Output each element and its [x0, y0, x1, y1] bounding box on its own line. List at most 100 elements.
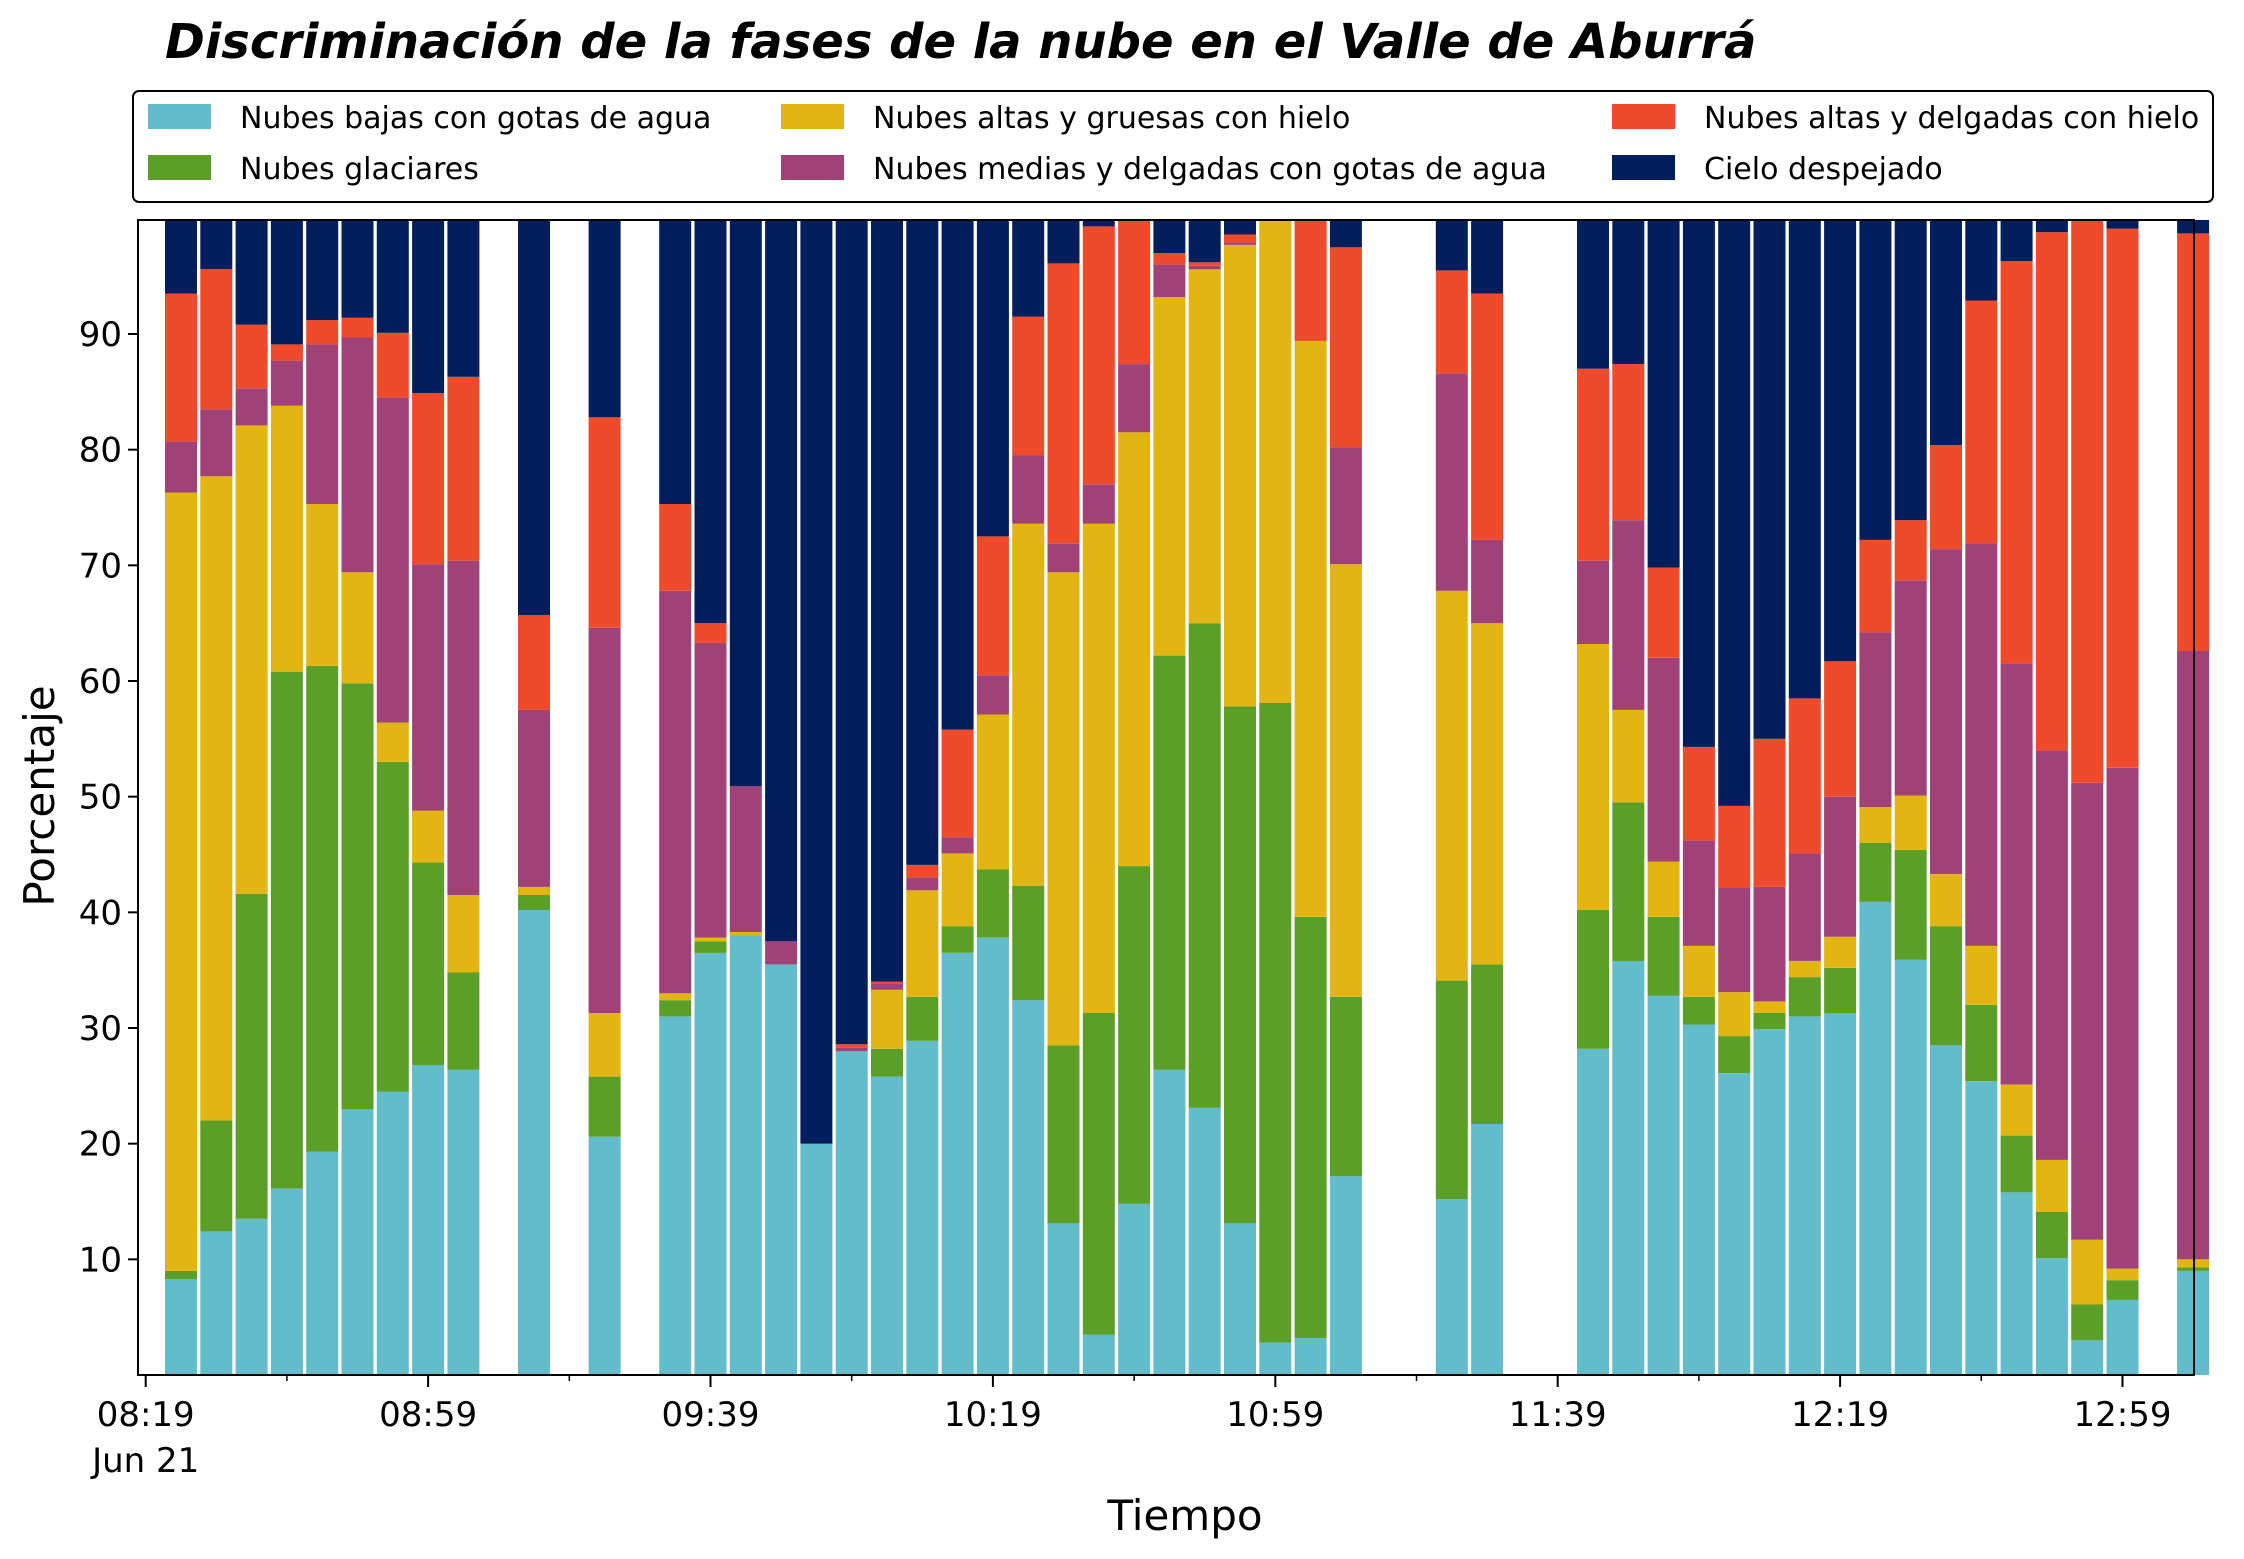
- legend-label-medias: Nubes medias y delgadas con gotas de agu…: [873, 152, 1547, 187]
- bar-segment-medias: [1965, 543, 1998, 946]
- bar-segment-altas_delgadas: [1577, 368, 1609, 561]
- bar-segment-bajas: [976, 937, 1009, 1375]
- bar-segment-despejado: [270, 220, 303, 345]
- bar-segment-altas_gruesas: [1612, 709, 1645, 803]
- bar-segment-bajas: [588, 1136, 621, 1375]
- bar-segment-medias: [2071, 782, 2104, 1240]
- bar-segment-altas_delgadas: [235, 324, 268, 389]
- bar-segment-bajas: [1047, 1223, 1080, 1375]
- bar-segment-despejado: [1329, 220, 1362, 248]
- bar-segment-altas_delgadas: [200, 269, 233, 410]
- bar-segment-despejado: [1788, 220, 1821, 699]
- bar-segment-medias: [306, 344, 339, 504]
- bar-segment-altas_delgadas: [941, 729, 974, 838]
- bar-segment-bajas: [906, 1040, 939, 1375]
- bar-segment-glaciares: [1930, 926, 1962, 1046]
- bar-segment-glaciares: [1894, 849, 1927, 960]
- x-tick-label: 08:59: [379, 1395, 477, 1435]
- bar-segment-altas_gruesas: [1930, 874, 1962, 927]
- bar-segment-bajas: [2035, 1258, 2068, 1375]
- bar-segment-despejado: [447, 220, 480, 377]
- bar-segment-despejado: [1824, 220, 1857, 662]
- bar-segment-medias: [588, 627, 621, 1013]
- bar-segment-bajas: [1930, 1045, 1962, 1375]
- legend-frame: [132, 90, 2214, 203]
- bar-segment-medias: [1859, 632, 1892, 808]
- bar-segment-medias: [1612, 520, 1645, 710]
- bar-segment-bajas: [1859, 901, 1892, 1375]
- bar-segment-despejado: [1577, 220, 1609, 369]
- bar-segment-bajas: [835, 1051, 868, 1375]
- bar-segment-glaciares: [1753, 1013, 1786, 1030]
- bar-segment-glaciares: [1435, 980, 1468, 1200]
- bar-segment-bajas: [1965, 1081, 1998, 1375]
- legend-label-glaciares: Nubes glaciares: [240, 152, 479, 187]
- bar-segment-bajas: [1188, 1107, 1221, 1375]
- bar-segment-bajas: [1224, 1223, 1256, 1375]
- bar-segment-altas_gruesas: [1577, 644, 1609, 910]
- x-tick-label: 09:39: [662, 1395, 760, 1435]
- bar-segment-bajas: [1012, 1000, 1045, 1375]
- bar-segment-altas_delgadas: [1224, 234, 1256, 243]
- bar-segment-bajas: [1824, 1013, 1857, 1375]
- bar-segment-despejado: [1153, 220, 1186, 253]
- bar-segment-glaciares: [2035, 1211, 2068, 1259]
- bar-segment-medias: [1682, 840, 1715, 946]
- bar-segment-glaciares: [412, 862, 445, 1065]
- bar-segment-glaciares: [1577, 910, 1609, 1049]
- bar-segment-altas_gruesas: [1012, 523, 1045, 886]
- bar-segment-altas_delgadas: [1435, 270, 1468, 374]
- bar-segment-glaciares: [588, 1076, 621, 1137]
- bar-segment-medias: [2035, 750, 2068, 1160]
- bar-segment-despejado: [941, 220, 974, 730]
- bar-segment-altas_delgadas: [412, 393, 445, 565]
- bar-segment-altas_gruesas: [1047, 572, 1080, 1046]
- legend-swatch-despejado: [1612, 155, 1675, 180]
- bar-segment-despejado: [1082, 220, 1115, 227]
- bar-segment-bajas: [1259, 1342, 1292, 1375]
- bar-segment-altas_delgadas: [1047, 263, 1080, 544]
- bar-segment-medias: [694, 642, 727, 938]
- bar-segment-bajas: [376, 1091, 409, 1375]
- bar-segment-bajas: [1682, 1024, 1715, 1375]
- y-axis: 10 20 30 40 50 60 70 80 90: [79, 315, 138, 1280]
- bar-segment-glaciares: [200, 1120, 233, 1232]
- legend: Nubes bajas con gotas de agua Nubes altas…: [132, 90, 2214, 203]
- bar-segment-bajas: [341, 1109, 374, 1375]
- bar-segment-despejado: [729, 220, 762, 787]
- bar-segment-altas_delgadas: [1188, 262, 1221, 266]
- bar-segment-bajas: [1894, 959, 1927, 1375]
- x-tick-label: 10:59: [1226, 1395, 1324, 1435]
- bar-segment-despejado: [1188, 220, 1221, 263]
- bar-segment-glaciares: [1471, 964, 1504, 1124]
- bar-segment-glaciares: [1224, 706, 1256, 1224]
- bar-segment-bajas: [694, 952, 727, 1375]
- bar-segment-altas_gruesas: [2071, 1239, 2104, 1305]
- bar-segment-glaciares: [1153, 655, 1186, 1070]
- bar-segment-glaciares: [1082, 1013, 1115, 1335]
- bar-segment-altas_delgadas: [2106, 228, 2139, 768]
- bar-segment-altas_delgadas: [1118, 220, 1151, 365]
- bar-segment-altas_delgadas: [165, 293, 197, 442]
- x-tick-label: 12:59: [2074, 1395, 2172, 1435]
- bar-segment-bajas: [800, 1143, 833, 1375]
- bar-segment-bajas: [447, 1069, 480, 1375]
- bar-segment-medias: [1824, 796, 1857, 937]
- bar-segment-medias: [270, 360, 303, 406]
- bar-segment-despejado: [1047, 220, 1080, 264]
- bar-segment-despejado: [341, 220, 374, 318]
- bar-segment-medias: [1153, 264, 1186, 297]
- bar-segment-altas_delgadas: [1930, 445, 1962, 550]
- bar-segment-altas_delgadas: [1012, 316, 1045, 456]
- legend-swatch-altas_delgadas: [1612, 104, 1675, 129]
- bar-segment-altas_gruesas: [1153, 297, 1186, 656]
- bar-segment-medias: [1329, 447, 1362, 565]
- bar-segment-bajas: [1435, 1199, 1468, 1375]
- bar-segment-despejado: [235, 220, 268, 325]
- bar-segment-despejado: [1718, 220, 1751, 806]
- bar-segment-altas_gruesas: [1894, 795, 1927, 850]
- bar-segment-medias: [1435, 373, 1468, 591]
- bar-segment-altas_delgadas: [518, 615, 550, 710]
- x-date-label: Jun 21: [90, 1441, 199, 1481]
- bar-segment-glaciares: [694, 941, 727, 953]
